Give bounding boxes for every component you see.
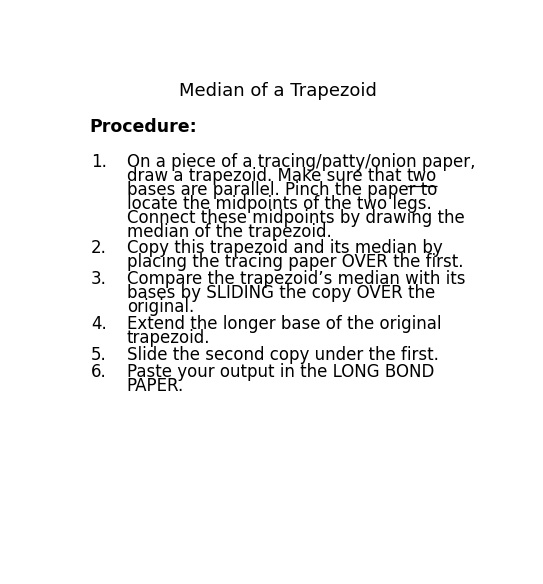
Text: 5.: 5. [91, 346, 106, 364]
Text: Copy this trapezoid and its median by: Copy this trapezoid and its median by [127, 239, 443, 258]
Text: two: two [407, 167, 437, 185]
Text: median of the trapezoid.: median of the trapezoid. [127, 223, 332, 241]
Text: Procedure:: Procedure: [90, 118, 197, 136]
Text: placing the tracing paper OVER the first.: placing the tracing paper OVER the first… [127, 253, 463, 272]
Text: bases by SLIDING the copy OVER the: bases by SLIDING the copy OVER the [127, 284, 435, 302]
Text: trapezoid.: trapezoid. [127, 329, 210, 347]
Text: draw a trapezoid. Make sure that: draw a trapezoid. Make sure that [127, 167, 407, 185]
Text: Compare the trapezoid’s median with its: Compare the trapezoid’s median with its [127, 270, 465, 288]
Text: Connect these midpoints by drawing the: Connect these midpoints by drawing the [127, 208, 464, 227]
Text: original.: original. [127, 298, 194, 316]
Text: 6.: 6. [91, 363, 106, 381]
Text: Median of a Trapezoid: Median of a Trapezoid [179, 82, 377, 100]
Text: 4.: 4. [91, 315, 106, 333]
Text: PAPER.: PAPER. [127, 377, 184, 395]
Text: 1.: 1. [91, 153, 106, 171]
Text: 3.: 3. [91, 270, 106, 288]
Text: Paste your output in the LONG BOND: Paste your output in the LONG BOND [127, 363, 434, 381]
Text: Slide the second copy under the first.: Slide the second copy under the first. [127, 346, 439, 364]
Text: 2.: 2. [91, 239, 106, 258]
Text: Extend the longer base of the original: Extend the longer base of the original [127, 315, 441, 333]
Text: On a piece of a tracing/patty/onion paper,: On a piece of a tracing/patty/onion pape… [127, 153, 475, 171]
Text: bases are parallel. Pinch the paper to: bases are parallel. Pinch the paper to [127, 181, 437, 199]
Text: locate the midpoints of the two legs.: locate the midpoints of the two legs. [127, 195, 432, 213]
